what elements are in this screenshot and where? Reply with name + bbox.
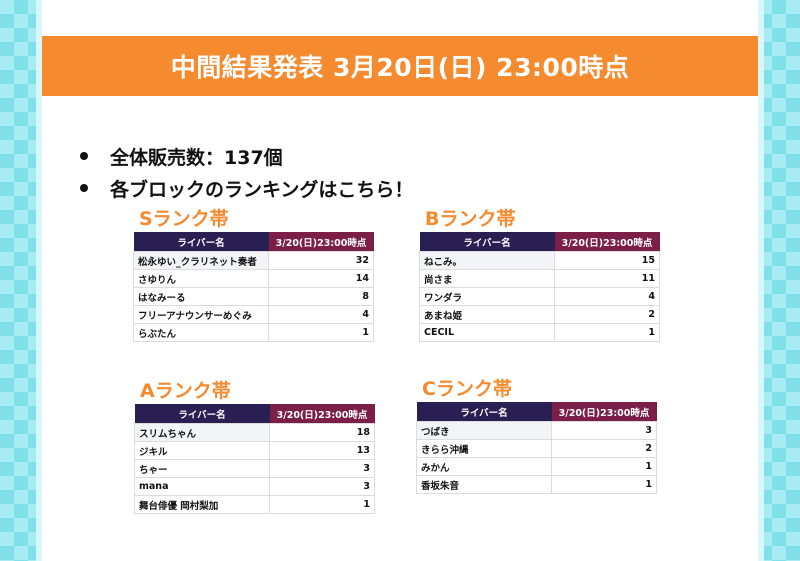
column-header-name: ライバー名 (416, 402, 552, 422)
sales-count-cell: 2 (554, 305, 660, 324)
sales-count-cell: 1 (551, 457, 657, 476)
column-header-time: 3/20(日)23:00時点 (269, 404, 375, 424)
bullet-text: 各ブロックのランキングはこちら！ (110, 178, 414, 201)
liver-name-cell: さゆりん (133, 269, 269, 288)
rank-block-title: Bランク帯 (425, 208, 516, 230)
liver-name-cell: はなみーる (133, 287, 269, 306)
sales-count-cell: 1 (268, 323, 374, 342)
column-header-name: ライバー名 (419, 232, 555, 252)
table-row: ワンダラ 4 (419, 287, 660, 306)
liver-name-cell: 舞台俳優 岡村梨加 (134, 495, 270, 514)
banner-title: 中間結果発表 3月20日(日) 23:00時点 (170, 53, 630, 82)
rank-block-b: Bランク帯 ライバー名 3/20(日)23:00時点 ねこみ。 15 尚さま 1… (419, 206, 660, 342)
ranking-table: ライバー名 3/20(日)23:00時点 つばき 3 きらら沖縄 2 みかん 1… (416, 402, 657, 494)
liver-name-cell: きらら沖縄 (416, 439, 552, 458)
table-row: あまね姫 2 (419, 305, 660, 324)
table-row: 松永ゆい_クラリネット奏者 32 (133, 251, 374, 270)
table-row: みかん 1 (416, 457, 657, 476)
sales-count-cell: 15 (554, 251, 660, 270)
liver-name-cell: mana (134, 477, 270, 496)
bullet-dot-icon (80, 184, 88, 192)
ranking-table: ライバー名 3/20(日)23:00時点 ねこみ。 15 尚さま 11 ワンダラ… (419, 232, 660, 342)
title-banner: 中間結果発表 3月20日(日) 23:00時点 (42, 36, 758, 96)
sales-count-cell: 1 (554, 323, 660, 342)
ranking-table: ライバー名 3/20(日)23:00時点 松永ゆい_クラリネット奏者 32 さゆ… (133, 232, 374, 342)
table-row: きらら沖縄 2 (416, 439, 657, 458)
bullet-dot-icon (80, 152, 88, 160)
column-header-time: 3/20(日)23:00時点 (554, 232, 660, 252)
ranking-table: ライバー名 3/20(日)23:00時点 スリムちゃん 18 ジキル 13 ちゃ… (134, 404, 375, 514)
column-header-time: 3/20(日)23:00時点 (268, 232, 374, 252)
table-row: CECIL 1 (419, 323, 660, 342)
liver-name-cell: 松永ゆい_クラリネット奏者 (133, 251, 269, 270)
sales-count-cell: 18 (269, 423, 375, 442)
sales-count-cell: 14 (268, 269, 374, 288)
table-row: つばき 3 (416, 421, 657, 440)
rank-block-s: Sランク帯 ライバー名 3/20(日)23:00時点 松永ゆい_クラリネット奏者… (133, 206, 374, 342)
bullet-item-rankings: 各ブロックのランキングはこちら！ (80, 172, 413, 204)
sales-count-cell: 32 (268, 251, 374, 270)
rank-block-title: Sランク帯 (139, 208, 229, 230)
table-row: フリーアナウンサーめぐみ 4 (133, 305, 374, 324)
liver-name-cell: ジキル (134, 441, 270, 460)
sales-count-cell: 2 (551, 439, 657, 458)
rank-block-c: Cランク帯 ライバー名 3/20(日)23:00時点 つばき 3 きらら沖縄 2… (416, 376, 657, 494)
bullet-list: 全体販売数：137個 各ブロックのランキングはこちら！ (80, 140, 413, 204)
table-row: ねこみ。 15 (419, 251, 660, 270)
table-row: ちゃー 3 (134, 459, 375, 478)
liver-name-cell: スリムちゃん (134, 423, 270, 442)
liver-name-cell: つばき (416, 421, 552, 440)
liver-name-cell: らぶたん (133, 323, 269, 342)
sales-count-cell: 3 (551, 421, 657, 440)
sales-count-cell: 13 (269, 441, 375, 460)
sales-count-cell: 4 (554, 287, 660, 306)
column-header-name: ライバー名 (134, 404, 270, 424)
sales-count-cell: 3 (269, 477, 375, 496)
sales-count-cell: 8 (268, 287, 374, 306)
table-row: 舞台俳優 岡村梨加 1 (134, 495, 375, 514)
left-decorative-border (0, 0, 42, 561)
liver-name-cell: 香坂朱音 (416, 475, 552, 494)
column-header-name: ライバー名 (133, 232, 269, 252)
table-row: mana 3 (134, 477, 375, 496)
table-row: ジキル 13 (134, 441, 375, 460)
liver-name-cell: ねこみ。 (419, 251, 555, 270)
liver-name-cell: CECIL (419, 323, 555, 342)
right-decorative-border (758, 0, 800, 561)
sales-count-cell: 11 (554, 269, 660, 288)
bullet-text: 全体販売数：137個 (110, 146, 283, 169)
liver-name-cell: フリーアナウンサーめぐみ (133, 305, 269, 324)
sales-count-cell: 4 (268, 305, 374, 324)
table-row: はなみーる 8 (133, 287, 374, 306)
table-row: スリムちゃん 18 (134, 423, 375, 442)
table-row: 尚さま 11 (419, 269, 660, 288)
rank-block-title: Cランク帯 (422, 378, 512, 400)
sales-count-cell: 3 (269, 459, 375, 478)
table-row: さゆりん 14 (133, 269, 374, 288)
sales-count-cell: 1 (269, 495, 375, 514)
liver-name-cell: みかん (416, 457, 552, 476)
rank-block-title: Aランク帯 (140, 380, 231, 402)
bullet-item-total-sales: 全体販売数：137個 (80, 140, 413, 172)
sales-count-cell: 1 (551, 475, 657, 494)
table-row: 香坂朱音 1 (416, 475, 657, 494)
liver-name-cell: あまね姫 (419, 305, 555, 324)
liver-name-cell: 尚さま (419, 269, 555, 288)
table-row: らぶたん 1 (133, 323, 374, 342)
liver-name-cell: ちゃー (134, 459, 270, 478)
rank-block-a: Aランク帯 ライバー名 3/20(日)23:00時点 スリムちゃん 18 ジキル… (134, 378, 375, 514)
column-header-time: 3/20(日)23:00時点 (551, 402, 657, 422)
liver-name-cell: ワンダラ (419, 287, 555, 306)
